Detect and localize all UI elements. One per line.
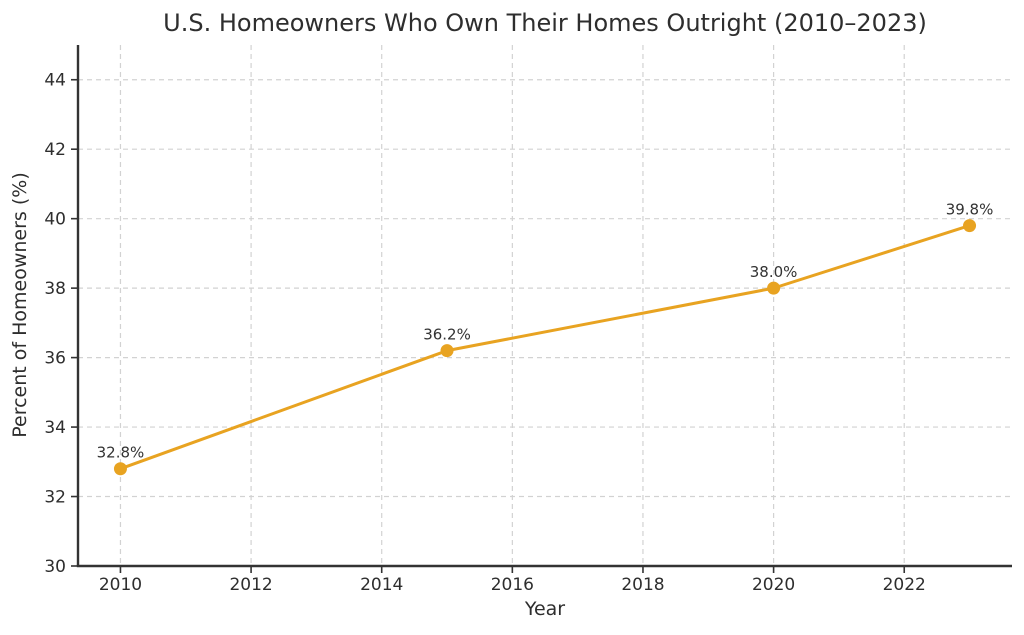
data-point-marker-2010 <box>113 462 127 476</box>
y-tick-label-36: 36 <box>44 349 66 369</box>
y-tick-label-30: 30 <box>44 557 66 577</box>
data-point-label-2023: 39.8% <box>946 201 994 219</box>
y-tick-label-40: 40 <box>44 210 66 230</box>
x-axis-label: Year <box>524 598 566 620</box>
data-point-marker-2023 <box>963 219 977 233</box>
y-tick-label-44: 44 <box>44 71 66 91</box>
y-tick-label-38: 38 <box>44 279 66 299</box>
x-tick-label-2022: 2022 <box>883 575 926 595</box>
data-point-label-2010: 32.8% <box>97 444 145 462</box>
y-tick-label-42: 42 <box>44 140 66 160</box>
chart-title: U.S. Homeowners Who Own Their Homes Outr… <box>163 9 927 37</box>
data-point-label-2015: 36.2% <box>423 326 471 344</box>
x-tick-label-2010: 2010 <box>99 575 142 595</box>
y-axis-label: Percent of Homeowners (%) <box>9 172 31 438</box>
data-point-marker-2020 <box>767 281 781 295</box>
x-tick-label-2018: 2018 <box>621 575 664 595</box>
x-tick-label-2020: 2020 <box>752 575 795 595</box>
data-line <box>118 224 972 471</box>
data-point-marker-2015 <box>440 344 454 358</box>
x-tick-label-2014: 2014 <box>360 575 403 595</box>
y-tick-label-32: 32 <box>44 488 66 508</box>
x-tick-label-2016: 2016 <box>491 575 534 595</box>
data-point-label-2020: 38.0% <box>750 263 798 281</box>
y-tick-label-34: 34 <box>44 418 66 438</box>
x-tick-label-2012: 2012 <box>229 575 272 595</box>
